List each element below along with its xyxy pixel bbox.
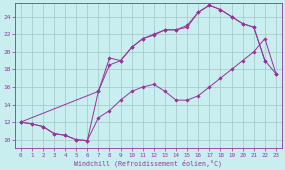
X-axis label: Windchill (Refroidissement éolien,°C): Windchill (Refroidissement éolien,°C) — [74, 159, 222, 167]
